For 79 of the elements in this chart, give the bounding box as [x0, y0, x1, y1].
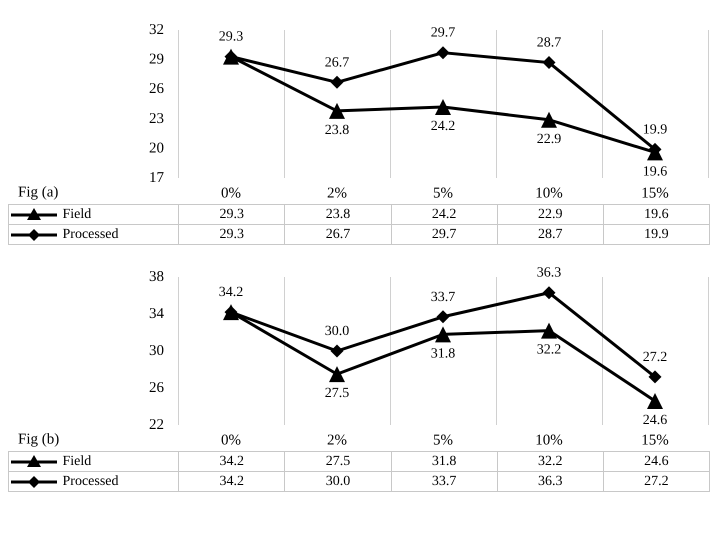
- annotation: 26.7: [324, 55, 350, 70]
- annotation: 24.6: [642, 412, 668, 428]
- data-label: 27.2: [603, 472, 710, 492]
- x-tick-label: 10%: [535, 186, 563, 202]
- data-label: 24.2: [391, 204, 498, 224]
- data-label: 29.3: [178, 224, 285, 244]
- data-label: 23.8: [284, 204, 392, 224]
- point: [329, 102, 345, 119]
- y-tick-label: 26: [149, 380, 164, 396]
- data-label: 34.2: [178, 452, 285, 472]
- point: [648, 370, 662, 384]
- legend-label: Field: [62, 454, 92, 469]
- annotation: 27.2: [642, 350, 668, 365]
- x-tick-label: 15%: [641, 432, 669, 448]
- annotation: 24.2: [430, 118, 456, 134]
- point: [330, 344, 344, 358]
- y-tick-label: 38: [149, 269, 164, 285]
- data-label: 22.9: [497, 204, 604, 224]
- y-tick-label: 22: [149, 417, 164, 433]
- annotation: 34.2: [218, 285, 244, 300]
- point: [435, 326, 451, 342]
- text: Fig (a): [18, 184, 58, 200]
- annotation: 28.7: [536, 36, 562, 51]
- annotation: 32.2: [536, 342, 562, 358]
- data-label: 31.8: [391, 452, 498, 472]
- annotation: 29.3: [218, 30, 244, 45]
- point: [647, 392, 663, 409]
- annotation: 33.7: [430, 290, 456, 305]
- annotation: 36.3: [536, 266, 562, 281]
- x-tick-label: 5%: [433, 186, 453, 202]
- annotation: 19.9: [642, 122, 668, 138]
- point: [435, 98, 451, 115]
- x-tick-label: 0%: [221, 186, 241, 202]
- y-tick-label: 23: [149, 110, 164, 127]
- annotation: 29.7: [430, 26, 456, 41]
- point: [542, 286, 556, 300]
- annotation: 30.0: [324, 324, 350, 339]
- annotation: 23.8: [324, 122, 350, 138]
- point: [329, 366, 345, 382]
- data-label: 30.0: [284, 472, 392, 492]
- annotation: 22.9: [536, 132, 562, 147]
- y-tick-label: 20: [149, 140, 164, 156]
- data-label: 19.6: [603, 204, 710, 224]
- data-label: 27.5: [284, 452, 392, 472]
- y-tick-label: 29: [149, 52, 164, 68]
- data-label: 33.7: [391, 472, 498, 492]
- x-tick-label: 0%: [221, 432, 241, 448]
- data-label: 24.6: [603, 452, 710, 472]
- legend-label: Processed: [62, 474, 118, 489]
- annotation: 31.8: [430, 346, 456, 362]
- x-tick-label: 15%: [641, 186, 669, 202]
- y-tick-label: 32: [149, 22, 164, 38]
- data-label: 19.9: [603, 224, 710, 244]
- point: [436, 310, 450, 324]
- x-tick-label: 2%: [327, 432, 347, 448]
- text: Fig (b): [18, 432, 60, 448]
- y-tick-label: 26: [149, 81, 164, 98]
- point: [541, 322, 557, 339]
- data-label: 36.3: [497, 472, 604, 492]
- annotation: 27.5: [324, 386, 350, 402]
- data-label: 29.3: [178, 204, 285, 224]
- x-tick-label: 5%: [433, 432, 453, 448]
- data-label: 34.2: [178, 472, 285, 492]
- point: [330, 76, 344, 89]
- x-tick-label: 10%: [535, 432, 563, 448]
- legend-label: Processed: [62, 226, 118, 242]
- data-label: 26.7: [284, 224, 392, 244]
- point: [436, 46, 450, 60]
- data-label: 29.7: [391, 224, 498, 244]
- y-tick-label: 17: [149, 170, 164, 186]
- x-tick-label: 2%: [327, 186, 347, 202]
- y-tick-label: 30: [149, 343, 164, 359]
- y-tick-label: 34: [149, 306, 164, 322]
- data-label: 28.7: [497, 224, 604, 244]
- point: [541, 112, 557, 128]
- point: [542, 56, 556, 70]
- legend-label: Field: [62, 206, 92, 222]
- annotation: 19.6: [642, 164, 668, 180]
- data-label: 32.2: [497, 452, 604, 472]
